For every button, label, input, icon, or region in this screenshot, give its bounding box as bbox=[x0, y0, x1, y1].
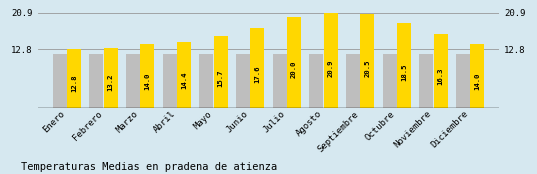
Bar bbox=[324, 13, 338, 108]
Bar bbox=[397, 23, 411, 108]
Bar bbox=[456, 54, 470, 108]
Bar bbox=[126, 54, 140, 108]
Text: 14.0: 14.0 bbox=[144, 72, 150, 90]
Text: 20.5: 20.5 bbox=[364, 60, 371, 77]
Text: 14.0: 14.0 bbox=[474, 72, 480, 90]
Text: 13.2: 13.2 bbox=[108, 74, 114, 91]
Text: 17.6: 17.6 bbox=[255, 65, 260, 83]
Bar bbox=[273, 54, 287, 108]
Bar bbox=[419, 54, 433, 108]
Text: 16.3: 16.3 bbox=[438, 68, 444, 85]
Text: 14.4: 14.4 bbox=[181, 72, 187, 89]
Bar bbox=[53, 54, 67, 108]
Bar bbox=[250, 27, 264, 108]
Text: 15.7: 15.7 bbox=[217, 69, 224, 86]
Bar bbox=[199, 54, 213, 108]
Bar bbox=[90, 54, 104, 108]
Bar bbox=[470, 44, 484, 108]
Bar bbox=[309, 54, 323, 108]
Text: 12.8: 12.8 bbox=[71, 75, 77, 92]
Bar bbox=[287, 17, 301, 108]
Bar bbox=[104, 48, 118, 108]
Bar bbox=[177, 42, 191, 108]
Bar bbox=[383, 54, 397, 108]
Bar bbox=[214, 36, 228, 108]
Bar bbox=[346, 54, 360, 108]
Text: Temperaturas Medias en pradena de atienza: Temperaturas Medias en pradena de atienz… bbox=[21, 162, 278, 172]
Text: 18.5: 18.5 bbox=[401, 64, 407, 81]
Bar bbox=[140, 44, 154, 108]
Bar bbox=[433, 34, 447, 108]
Bar bbox=[360, 14, 374, 108]
Bar bbox=[163, 54, 177, 108]
Text: 20.9: 20.9 bbox=[328, 59, 333, 77]
Bar bbox=[67, 49, 81, 108]
Text: 20.0: 20.0 bbox=[291, 61, 297, 78]
Bar bbox=[236, 54, 250, 108]
